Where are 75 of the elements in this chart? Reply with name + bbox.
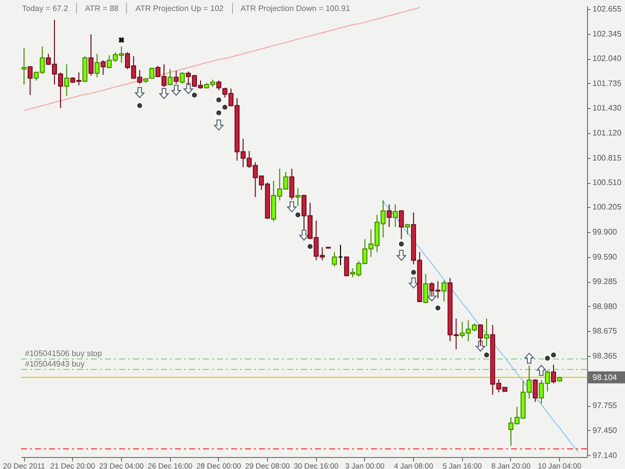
candlestick [295, 188, 300, 206]
point [299, 230, 309, 241]
candlestick [88, 34, 94, 76]
point [398, 240, 405, 248]
y-tick-label: 102.040 [592, 54, 622, 64]
point [215, 109, 222, 116]
y-tick-label: 99.285 [592, 277, 618, 286]
y-tick-label: 97.755 [592, 401, 618, 410]
annotation: ATR = 88 [84, 3, 120, 14]
candlestick [532, 378, 538, 402]
y-tick-label: 99.900 [592, 227, 618, 236]
candlestick [441, 280, 446, 302]
line-series [24, 7, 420, 111]
y-tick-label: 102.345 [592, 29, 622, 38]
annotation: Today = 67.2 [22, 3, 70, 14]
point [215, 96, 222, 104]
point [190, 92, 198, 99]
y-tick-label: 98.104 [592, 372, 618, 382]
point [408, 277, 418, 288]
line-series [382, 200, 578, 452]
y-tick-label: 98.980 [592, 302, 618, 311]
point [550, 351, 558, 358]
point [221, 104, 228, 111]
ref-line-label: #105041506 buy stop [25, 349, 103, 358]
candlestick [423, 274, 428, 304]
point [287, 201, 297, 212]
candlestick [22, 48, 27, 86]
point [536, 364, 546, 376]
point [118, 37, 124, 43]
point [294, 211, 302, 218]
candlestick [94, 53, 100, 78]
y-tick-label: 102.655 [592, 4, 622, 14]
candlestick [398, 210, 404, 240]
y-tick-label: 101.430 [592, 104, 622, 113]
candlestick [551, 364, 556, 384]
point [136, 102, 144, 110]
point [171, 84, 181, 96]
point [483, 351, 490, 358]
y-tick-label: 101.120 [592, 128, 622, 138]
candlestick [478, 324, 483, 347]
point [306, 242, 314, 250]
ref-line-label: #105044943 buy [25, 360, 85, 369]
y-tick-label: 97.140 [592, 450, 618, 460]
y-tick-label: 100.510 [592, 178, 622, 188]
point [184, 83, 194, 94]
y-tick-label: 101.735 [592, 78, 622, 88]
candlestick [289, 168, 294, 200]
candlestick [149, 67, 154, 80]
y-tick-label: 98.365 [592, 352, 618, 361]
point [544, 354, 551, 362]
candlestick [82, 56, 88, 83]
y-tick-label: 99.590 [592, 252, 618, 262]
y-tick-label: 100.815 [592, 153, 622, 162]
y-tick-label: 98.675 [592, 326, 618, 336]
candlestick [100, 60, 106, 76]
candlestick [332, 252, 337, 268]
point [134, 87, 144, 98]
candlestick [168, 68, 173, 86]
annotation: ATR Projection Up = 102 [134, 3, 225, 14]
point [214, 120, 224, 131]
candlestick [386, 204, 392, 228]
point [524, 352, 534, 364]
y-tick-label: 100.205 [592, 202, 622, 212]
candlestick [344, 256, 350, 277]
point [396, 250, 406, 261]
point [410, 268, 418, 276]
y-tick-label: 97.450 [592, 426, 618, 435]
candlestick [64, 64, 70, 96]
candlestick [392, 204, 398, 228]
point [159, 88, 169, 99]
candlestick [28, 66, 33, 96]
annotation: ATR Projection Down = 100.91 [240, 3, 352, 14]
candlestick [174, 70, 179, 84]
point [434, 304, 442, 312]
candlestick [484, 318, 490, 347]
